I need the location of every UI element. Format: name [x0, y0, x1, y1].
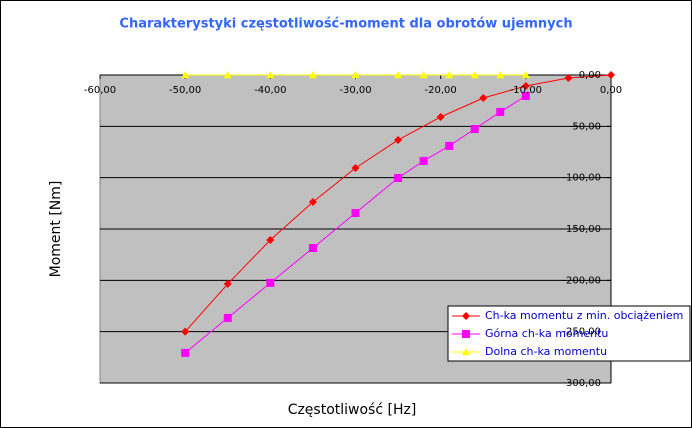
x-tick-label: -20,00	[425, 85, 457, 96]
marker	[445, 141, 454, 150]
marker	[419, 71, 428, 79]
y-axis-title: Moment [Nm]	[48, 181, 64, 278]
marker	[445, 71, 454, 79]
marker	[470, 71, 479, 79]
marker	[462, 330, 470, 338]
y-tick-label: -200,00	[562, 275, 601, 286]
x-tick-label: 0,00	[600, 85, 622, 96]
y-tick-label: -150,00	[562, 224, 601, 235]
marker	[564, 73, 573, 82]
marker	[436, 112, 445, 121]
marker	[521, 71, 530, 79]
marker	[496, 71, 505, 79]
legend-label: Ch-ka momentu z min. obciążeniem	[485, 309, 683, 322]
marker	[521, 81, 530, 90]
marker	[223, 279, 232, 288]
marker	[462, 348, 470, 356]
marker	[470, 125, 479, 134]
marker	[496, 107, 505, 116]
marker	[266, 71, 275, 79]
chart-title: Charakterystyki częstotliwość-moment dla…	[119, 17, 572, 32]
marker	[266, 235, 275, 244]
marker	[181, 348, 190, 357]
marker	[607, 71, 615, 79]
marker	[462, 312, 470, 320]
marker	[266, 278, 275, 287]
x-tick-label: -40,00	[254, 85, 286, 96]
marker	[419, 156, 428, 165]
marker	[394, 173, 403, 182]
y-tick-label: -50,00	[569, 121, 601, 132]
marker	[308, 243, 317, 252]
x-tick-label: -60,00	[84, 85, 116, 96]
legend	[447, 305, 691, 362]
marker	[223, 313, 232, 322]
marker	[394, 71, 403, 79]
marker	[308, 197, 317, 206]
legend-label: Górna ch-ka momentu	[485, 327, 608, 340]
x-tick-label: -50,00	[169, 85, 201, 96]
x-axis-title: Częstotliwość [Hz]	[288, 402, 417, 418]
y-tick-label: -250,00	[562, 327, 601, 338]
marker	[351, 71, 360, 79]
marker	[521, 91, 530, 100]
y-tick-label: -300,00	[562, 378, 601, 389]
marker	[308, 71, 317, 79]
x-tick-label: -30,00	[339, 85, 371, 96]
marker	[181, 327, 190, 336]
marker	[394, 135, 403, 144]
marker	[479, 93, 488, 102]
x-tick-label: -10,00	[510, 85, 542, 96]
marker	[351, 164, 360, 173]
marker	[351, 208, 360, 217]
marker	[181, 71, 190, 79]
y-tick-label: 0,00	[579, 70, 601, 81]
legend-label: Dolna ch-ka momentu	[485, 345, 607, 358]
marker	[223, 71, 232, 79]
y-tick-label: -100,00	[562, 173, 601, 184]
